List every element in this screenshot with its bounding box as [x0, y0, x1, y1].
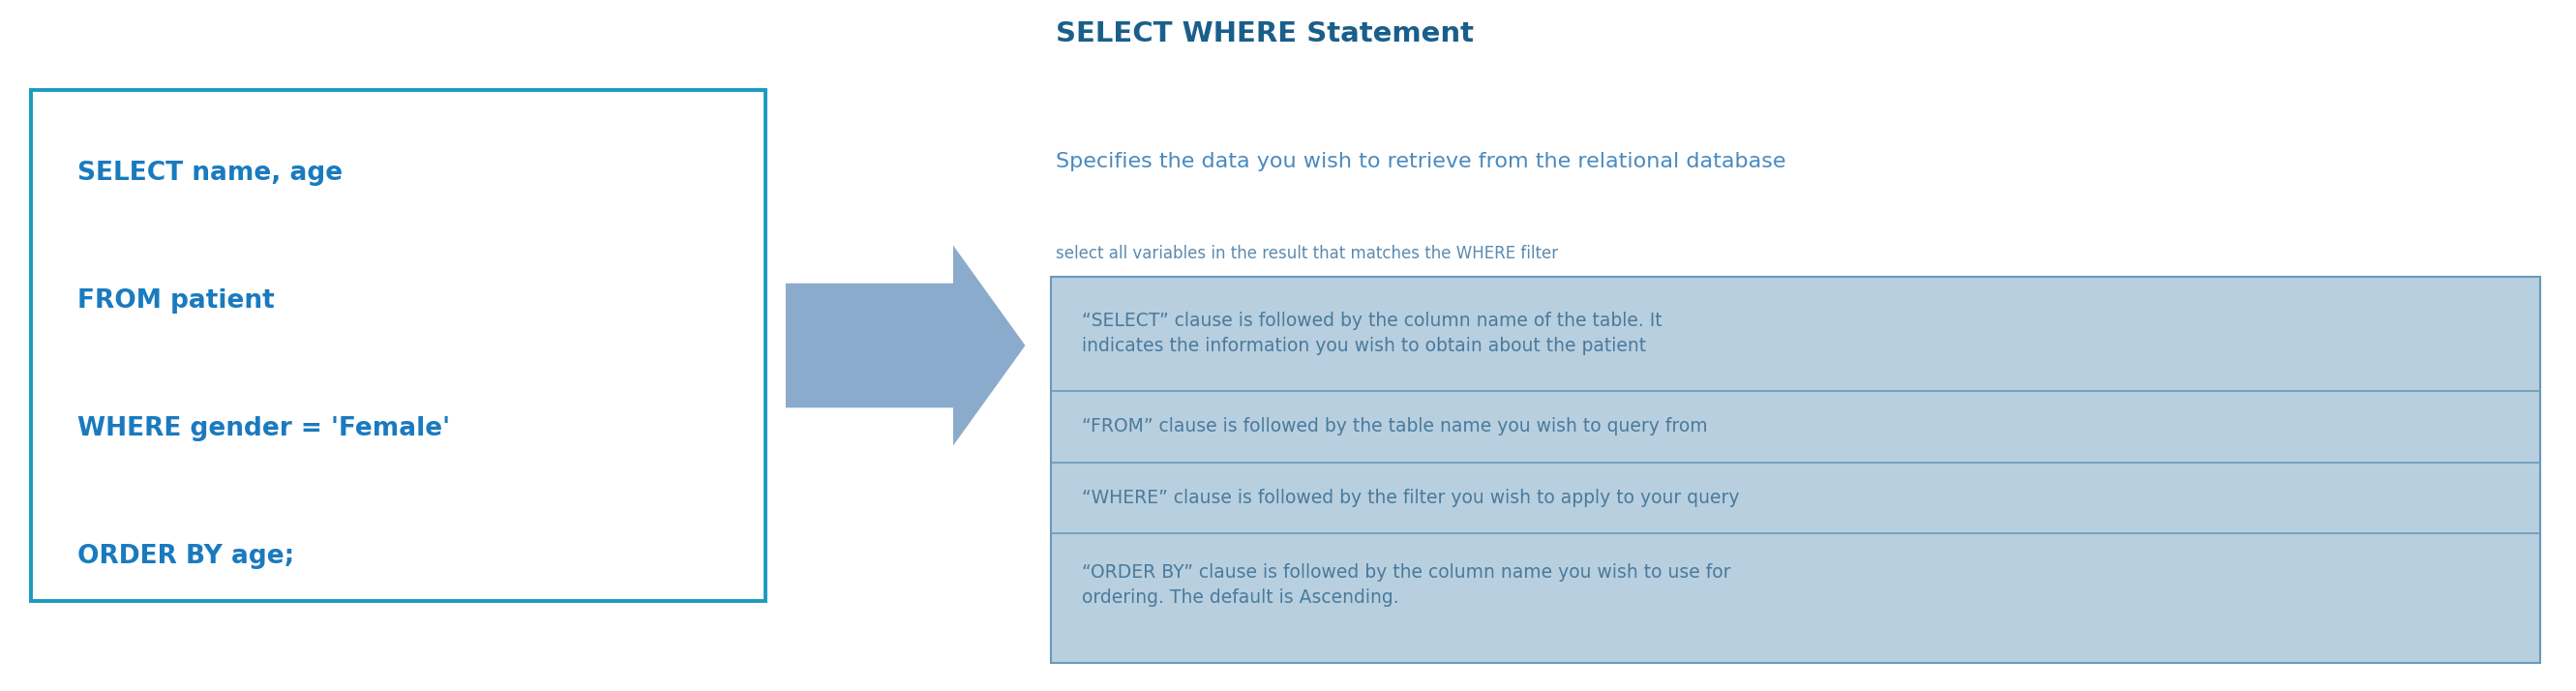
Text: SELECT name, age: SELECT name, age [77, 160, 343, 185]
Text: SELECT WHERE Statement: SELECT WHERE Statement [1056, 21, 1473, 48]
Text: select all variables in the result that matches the WHERE filter: select all variables in the result that … [1056, 245, 1558, 263]
Text: “WHERE” clause is followed by the filter you wish to apply to your query: “WHERE” clause is followed by the filter… [1082, 489, 1739, 507]
Text: FROM patient: FROM patient [77, 288, 276, 313]
Text: ORDER BY age;: ORDER BY age; [77, 544, 294, 569]
FancyBboxPatch shape [31, 90, 765, 601]
Polygon shape [786, 245, 1025, 446]
Text: “ORDER BY” clause is followed by the column name you wish to use for
ordering. T: “ORDER BY” clause is followed by the col… [1082, 563, 1731, 607]
FancyBboxPatch shape [1051, 276, 2540, 663]
Text: “SELECT” clause is followed by the column name of the table. It
indicates the in: “SELECT” clause is followed by the colum… [1082, 312, 1662, 355]
Text: WHERE gender = 'Female': WHERE gender = 'Female' [77, 416, 451, 441]
Text: Specifies the data you wish to retrieve from the relational database: Specifies the data you wish to retrieve … [1056, 152, 1785, 171]
Text: “FROM” clause is followed by the table name you wish to query from: “FROM” clause is followed by the table n… [1082, 417, 1708, 435]
